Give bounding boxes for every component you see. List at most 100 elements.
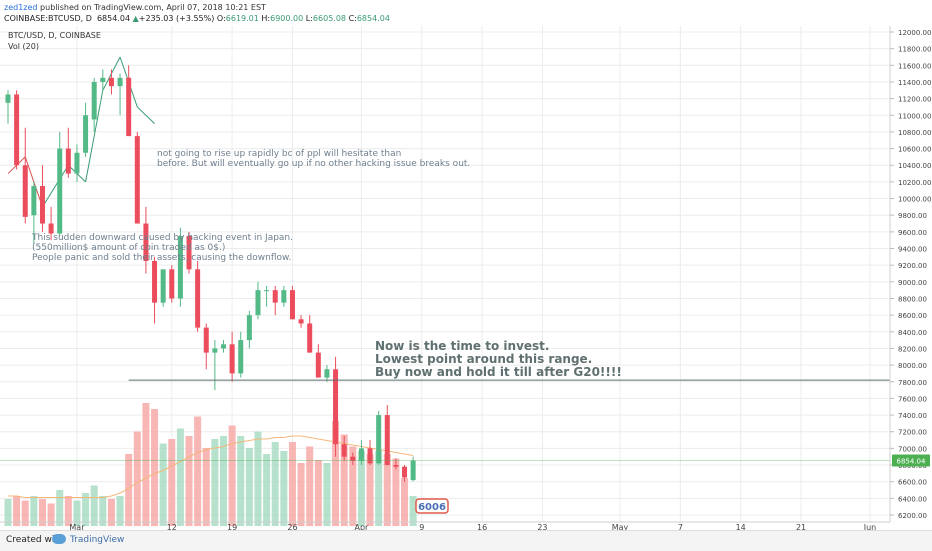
symbol: COINBASE:BTCUSD, D — [4, 14, 92, 23]
candle-body — [410, 460, 416, 481]
price-tick-label: 8600.00 — [898, 312, 927, 320]
price-tick-label: 11200.00 — [898, 96, 931, 104]
time-tick-label: Jun — [863, 523, 877, 530]
last-price: 6854.04 — [96, 14, 131, 23]
candle-body — [186, 236, 192, 270]
candle-body — [100, 77, 106, 82]
volume-bar — [4, 499, 12, 526]
trend-segment — [136, 106, 155, 124]
close-label: C: — [348, 14, 357, 23]
volume-bar — [228, 425, 236, 526]
candle-body — [212, 348, 218, 353]
annotation-invest-note[interactable]: Now is the time to invest. Lowest point … — [375, 339, 622, 379]
candle-body — [281, 290, 287, 303]
volume-bar — [392, 458, 400, 526]
price-tick-label: 10600.00 — [898, 146, 931, 154]
chart-header: zed1zed published on TradingView.com, Ap… — [0, 0, 932, 26]
candle-body — [376, 415, 382, 464]
volume-bar — [263, 454, 271, 526]
candle-body — [229, 344, 235, 374]
volume-bar — [349, 446, 357, 526]
time-tick-label: 23 — [537, 523, 547, 530]
candle-body — [367, 448, 373, 464]
volume-bar — [116, 496, 124, 526]
candle-body — [74, 152, 80, 174]
volume-bar — [168, 439, 176, 526]
candle-body — [402, 466, 408, 478]
price-axis[interactable]: 6200.006400.006600.006800.007000.007200.… — [890, 29, 931, 520]
price-tick-label: 7200.00 — [898, 429, 927, 437]
candle-body — [315, 352, 321, 378]
price-tick-label: 7600.00 — [898, 395, 927, 403]
candle-body — [39, 186, 45, 224]
price-tick-label: 7800.00 — [898, 379, 927, 387]
volume-bar — [185, 436, 193, 526]
annotation-rise-note[interactable]: not going to rise up rapidly bc of ppl w… — [157, 149, 470, 169]
change-arrow-icon: ▲ — [132, 14, 139, 23]
volume-bar — [357, 451, 365, 526]
invest-note-line-1: Now is the time to invest. — [375, 339, 549, 353]
volume-bar — [13, 496, 21, 526]
trend-segment — [42, 164, 69, 208]
close-value: 6854.04 — [356, 14, 390, 23]
candle-body — [264, 290, 270, 292]
volume-bar — [21, 500, 29, 526]
price-tick-label: 8400.00 — [898, 329, 927, 337]
tradingview-brand[interactable]: TradingView — [70, 535, 125, 545]
time-tick-label: 26 — [287, 523, 297, 530]
watermark-text: 6006 — [418, 502, 446, 513]
author-link[interactable]: zed1zed — [4, 3, 38, 12]
candle-body — [350, 456, 356, 461]
chart-area[interactable]: BTC/USD, D, COINBASE Vol (20) not going … — [0, 26, 932, 532]
candle-body — [160, 269, 166, 303]
price-tick-label: 6400.00 — [898, 495, 927, 503]
published-text: published on TradingView.com, April 07, … — [37, 3, 266, 12]
volume-bar — [159, 443, 167, 526]
high-value: 6900.00 — [270, 14, 304, 23]
volume-bar — [56, 490, 64, 526]
price-tick-label: 11800.00 — [898, 46, 931, 54]
price-change: +235.03 (+3.55%) — [138, 14, 215, 23]
created-with-text: Created with — [6, 535, 64, 545]
volume-bar — [125, 454, 133, 526]
volume-bar — [323, 463, 331, 526]
candle-body — [177, 236, 183, 299]
volume-bar — [194, 416, 202, 526]
volume-bar — [271, 442, 279, 526]
volume-bar — [82, 493, 90, 526]
volume-ma-line — [8, 435, 414, 498]
candle-body — [57, 148, 63, 234]
volume-bar — [220, 436, 227, 526]
candlestick-chart[interactable]: BTC/USD, D, COINBASE Vol (20) not going … — [0, 26, 932, 532]
volume-bar — [254, 431, 262, 526]
volume-bar — [90, 485, 98, 526]
price-tick-label: 9200.00 — [898, 262, 927, 270]
hack-note-line-1: This sudden downward caused by hacking e… — [31, 233, 293, 243]
rise-note-line-1: not going to rise up rapidly bc of ppl w… — [157, 149, 401, 159]
time-tick-label: May — [612, 523, 629, 530]
candle-body — [333, 369, 339, 445]
invest-note-line-3: Buy now and hold it till after G20!!!! — [375, 365, 622, 379]
price-tick-label: 12000.00 — [898, 29, 931, 37]
annotation-hack-note[interactable]: This sudden downward caused by hacking e… — [31, 233, 293, 263]
footer-bar: Created with TradingView — [0, 530, 932, 551]
candle-body — [169, 269, 175, 299]
price-tick-label: 7000.00 — [898, 445, 927, 453]
volume-bar — [237, 436, 245, 526]
time-axis[interactable]: Mar 12 19 26 Apr 9 16 23 May 7 14 21 Jun — [69, 523, 877, 532]
candle-body — [48, 223, 54, 234]
volume-bar — [366, 454, 374, 526]
candle-body — [324, 369, 330, 378]
price-tick-label: 11000.00 — [898, 112, 931, 120]
volume-bar — [383, 454, 391, 526]
time-tick-label: Mar — [69, 523, 85, 530]
volume-bar — [409, 496, 417, 526]
candle-body — [5, 94, 11, 103]
current-price-tag: 6854.04 — [892, 454, 930, 467]
time-tick-label: 16 — [477, 523, 487, 530]
candle-body — [195, 269, 201, 328]
volume-bar — [340, 434, 348, 526]
volume-bar — [280, 451, 288, 526]
legend-pair: BTC/USD, D, COINBASE — [8, 31, 101, 40]
candle-body — [83, 115, 89, 153]
